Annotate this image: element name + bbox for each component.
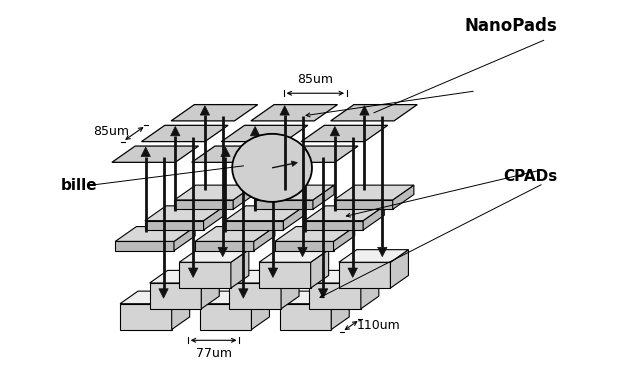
Polygon shape [112, 146, 198, 162]
Polygon shape [305, 206, 384, 221]
Polygon shape [279, 304, 331, 330]
Polygon shape [348, 268, 357, 277]
Text: CPADs: CPADs [504, 169, 557, 184]
Polygon shape [275, 227, 355, 242]
Polygon shape [218, 247, 227, 257]
Polygon shape [200, 304, 252, 330]
Text: 85um: 85um [297, 73, 333, 86]
Polygon shape [150, 271, 219, 283]
Polygon shape [172, 291, 190, 330]
Polygon shape [225, 221, 283, 230]
Polygon shape [251, 105, 337, 121]
Polygon shape [142, 125, 228, 142]
Polygon shape [391, 250, 408, 288]
Polygon shape [171, 126, 180, 136]
Polygon shape [318, 289, 328, 298]
Polygon shape [331, 291, 349, 330]
Polygon shape [195, 227, 275, 242]
Polygon shape [301, 125, 387, 142]
Polygon shape [229, 283, 281, 309]
Polygon shape [174, 185, 254, 200]
Polygon shape [279, 291, 349, 304]
Polygon shape [330, 126, 339, 136]
Polygon shape [192, 146, 278, 162]
Polygon shape [334, 200, 392, 209]
Text: NanoPads: NanoPads [465, 17, 557, 35]
Polygon shape [250, 126, 260, 136]
Polygon shape [339, 250, 408, 262]
Polygon shape [201, 271, 219, 309]
Polygon shape [339, 262, 391, 288]
Polygon shape [334, 185, 414, 200]
Polygon shape [159, 289, 168, 298]
Polygon shape [221, 147, 230, 157]
Ellipse shape [232, 134, 312, 202]
Polygon shape [188, 268, 198, 277]
Polygon shape [360, 106, 369, 115]
Polygon shape [361, 271, 379, 309]
Polygon shape [179, 262, 231, 288]
Polygon shape [392, 185, 414, 209]
Polygon shape [291, 161, 297, 166]
Polygon shape [221, 125, 308, 142]
Polygon shape [203, 206, 225, 230]
Polygon shape [120, 291, 190, 304]
Polygon shape [309, 271, 379, 283]
Polygon shape [331, 105, 417, 121]
Polygon shape [254, 227, 275, 251]
Polygon shape [150, 283, 201, 309]
Text: 110um: 110um [357, 319, 400, 332]
Polygon shape [309, 283, 361, 309]
Polygon shape [171, 105, 258, 121]
Polygon shape [271, 146, 358, 162]
Polygon shape [281, 271, 299, 309]
Polygon shape [200, 106, 210, 115]
Polygon shape [239, 289, 248, 298]
Polygon shape [145, 221, 203, 230]
Polygon shape [231, 250, 249, 288]
Polygon shape [275, 242, 334, 251]
Polygon shape [145, 206, 225, 221]
Text: 77um: 77um [196, 347, 232, 360]
Polygon shape [363, 206, 384, 230]
Polygon shape [174, 200, 233, 209]
Polygon shape [233, 185, 254, 209]
Polygon shape [116, 227, 195, 242]
Polygon shape [378, 247, 387, 257]
Polygon shape [259, 262, 311, 288]
Polygon shape [229, 271, 299, 283]
Polygon shape [259, 250, 329, 262]
Polygon shape [195, 242, 254, 251]
Polygon shape [313, 185, 334, 209]
Polygon shape [225, 206, 305, 221]
Polygon shape [298, 247, 307, 257]
Text: 85um: 85um [93, 125, 129, 138]
Polygon shape [116, 242, 174, 251]
Polygon shape [141, 147, 150, 157]
Polygon shape [311, 250, 329, 288]
Text: bille: bille [61, 178, 97, 193]
Polygon shape [268, 268, 277, 277]
Polygon shape [283, 206, 305, 230]
Polygon shape [120, 304, 172, 330]
Polygon shape [254, 200, 313, 209]
Polygon shape [179, 250, 249, 262]
Polygon shape [280, 106, 289, 115]
Polygon shape [174, 227, 195, 251]
Polygon shape [252, 291, 269, 330]
Polygon shape [200, 291, 269, 304]
Polygon shape [334, 227, 355, 251]
Polygon shape [300, 147, 310, 157]
Polygon shape [254, 185, 334, 200]
Polygon shape [305, 221, 363, 230]
